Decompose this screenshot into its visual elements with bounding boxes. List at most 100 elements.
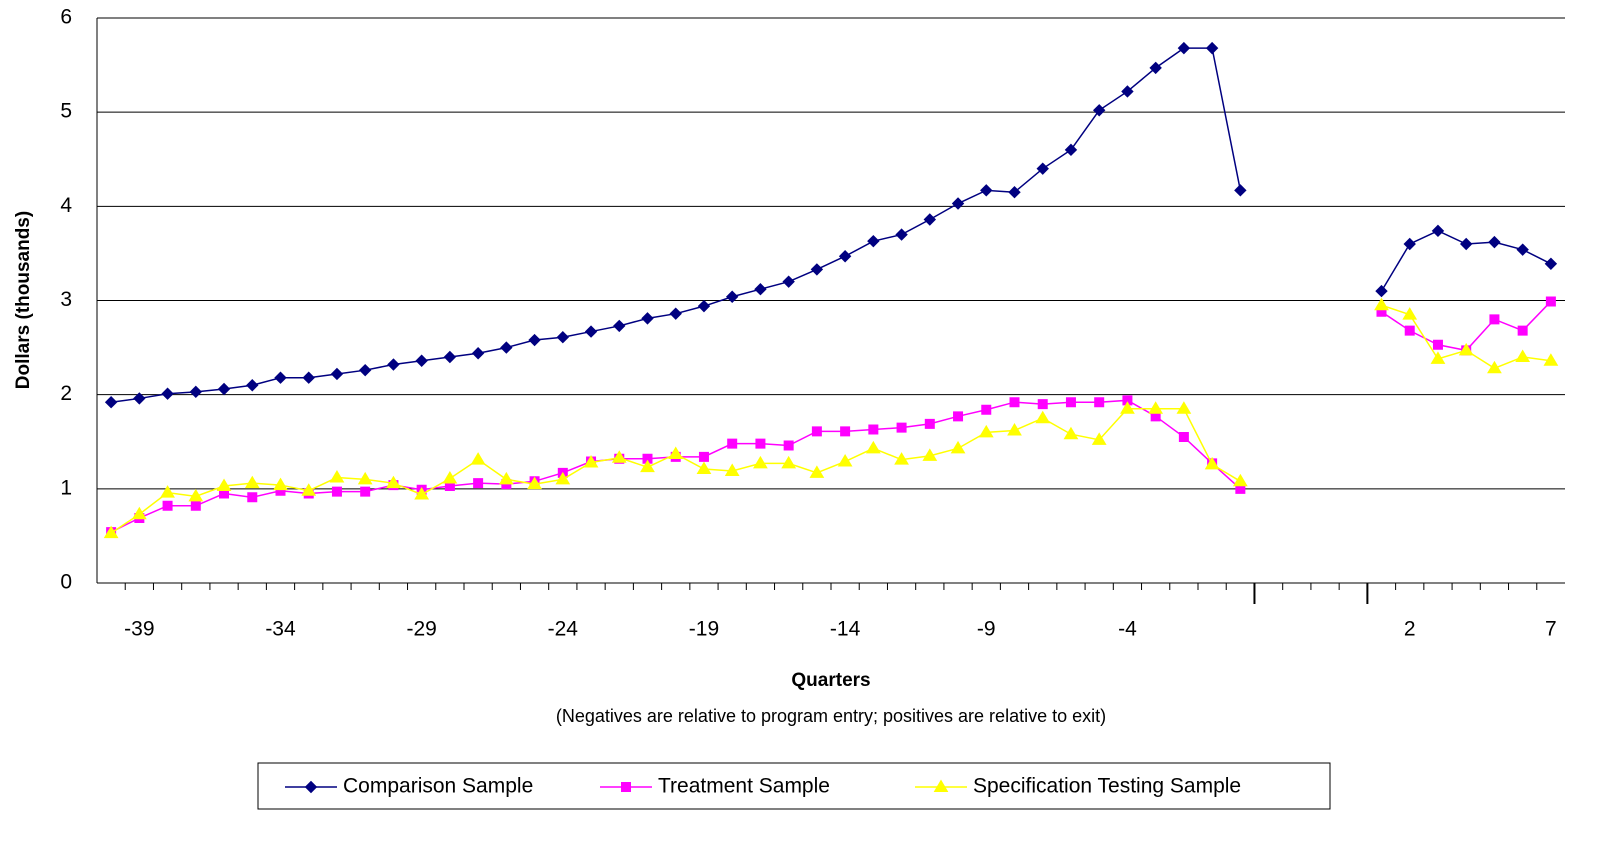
triangle-marker	[696, 461, 712, 475]
diamond-marker	[1149, 61, 1162, 75]
triangle-marker	[1374, 297, 1389, 311]
x-tick-label: -24	[548, 618, 579, 641]
square-marker	[1404, 325, 1415, 336]
y-tick-label: 0	[60, 571, 72, 594]
diamond-marker	[1488, 235, 1501, 249]
diamond-marker	[1036, 162, 1049, 175]
diamond-marker	[838, 250, 852, 263]
triangle-marker	[498, 471, 514, 485]
triangle-marker	[357, 471, 373, 485]
square-marker	[1009, 397, 1020, 408]
diamond-marker	[217, 382, 231, 396]
square-marker	[1545, 296, 1556, 307]
x-axis-note: (Negatives are relative to program entry…	[556, 706, 1106, 726]
triangle-marker	[1487, 360, 1502, 374]
triangle-marker	[837, 454, 853, 467]
triangle-marker	[470, 452, 486, 465]
diamond-marker	[161, 387, 174, 400]
diamond-marker	[1234, 184, 1247, 197]
triangle-marker	[865, 440, 881, 454]
square-marker	[755, 438, 766, 449]
triangle-marker	[386, 475, 401, 489]
square-marker	[981, 404, 992, 415]
triangle-marker	[809, 465, 825, 478]
triangle-marker	[950, 440, 966, 454]
y-tick-label: 4	[60, 194, 72, 217]
square-marker	[1037, 399, 1048, 410]
square-marker	[840, 426, 851, 437]
square-marker	[642, 453, 653, 464]
square-marker	[868, 424, 879, 435]
series-line	[110, 399, 1241, 533]
y-tick-label: 2	[60, 382, 72, 405]
diamond-marker	[1516, 243, 1529, 256]
x-tick-label: -39	[124, 618, 154, 641]
y-tick-label: 3	[60, 288, 72, 311]
diamond-marker	[471, 347, 485, 360]
x-tick-label: -34	[265, 618, 296, 641]
triangle-marker	[1091, 432, 1107, 445]
triangle-marker	[1458, 342, 1474, 356]
square-marker	[1065, 397, 1076, 408]
diamond-marker	[1092, 104, 1106, 117]
triangle-marker	[244, 475, 260, 489]
diamond-marker	[1064, 143, 1078, 157]
triangle-marker	[1148, 401, 1164, 414]
triangle-marker	[273, 477, 288, 491]
triangle-marker	[1430, 351, 1446, 364]
triangle-marker	[1176, 401, 1192, 414]
square-marker	[247, 492, 258, 503]
series-line	[111, 47, 1242, 403]
x-tick-label: 2	[1404, 618, 1416, 641]
square-marker	[1489, 314, 1500, 325]
diamond-marker	[304, 780, 318, 794]
diamond-marker	[669, 307, 682, 320]
triangle-marker	[527, 476, 542, 490]
diamond-marker	[1121, 85, 1134, 98]
square-marker	[331, 486, 342, 497]
square-marker	[698, 451, 709, 462]
triangle-marker	[1543, 353, 1559, 366]
triangle-marker	[922, 448, 938, 461]
y-axis-title: Dollars (thousands)	[13, 211, 34, 389]
square-marker	[190, 500, 201, 511]
diamond-marker	[1403, 237, 1416, 251]
square-marker	[783, 440, 794, 451]
diamond-marker	[1459, 237, 1473, 251]
triangle-marker	[640, 459, 655, 473]
diamond-marker	[641, 312, 654, 325]
x-tick-label: -29	[406, 618, 436, 641]
diamond-marker	[246, 379, 259, 392]
diamond-marker	[1544, 257, 1558, 270]
x-tick-label: -4	[1118, 618, 1137, 641]
diamond-marker	[725, 290, 739, 303]
triangle-marker	[724, 463, 740, 476]
x-tick-label: -9	[977, 618, 996, 641]
diamond-marker	[754, 282, 767, 296]
diamond-marker	[358, 363, 372, 377]
legend-label: Specification Testing Sample	[973, 775, 1241, 798]
square-marker	[896, 422, 907, 433]
diamond-marker	[528, 333, 541, 347]
diamond-marker	[980, 184, 993, 197]
triangle-marker	[978, 424, 994, 438]
diamond-marker	[1205, 41, 1219, 55]
square-marker	[1432, 339, 1443, 350]
legend-label: Comparison Sample	[343, 775, 533, 798]
x-axis-title: Quarters	[791, 670, 870, 691]
diamond-marker	[951, 197, 965, 210]
square-marker	[621, 782, 631, 792]
triangle-marker	[188, 488, 204, 502]
triangle-marker	[442, 470, 458, 484]
square-marker	[727, 438, 738, 449]
diamond-marker	[923, 213, 937, 226]
square-marker	[924, 418, 935, 429]
triangle-marker	[1232, 473, 1248, 487]
square-marker	[1517, 325, 1528, 336]
diamond-marker	[443, 350, 457, 364]
diamond-marker	[782, 275, 795, 288]
triangle-marker	[1120, 401, 1135, 414]
legend-box	[257, 762, 1331, 810]
square-marker	[1178, 432, 1189, 443]
